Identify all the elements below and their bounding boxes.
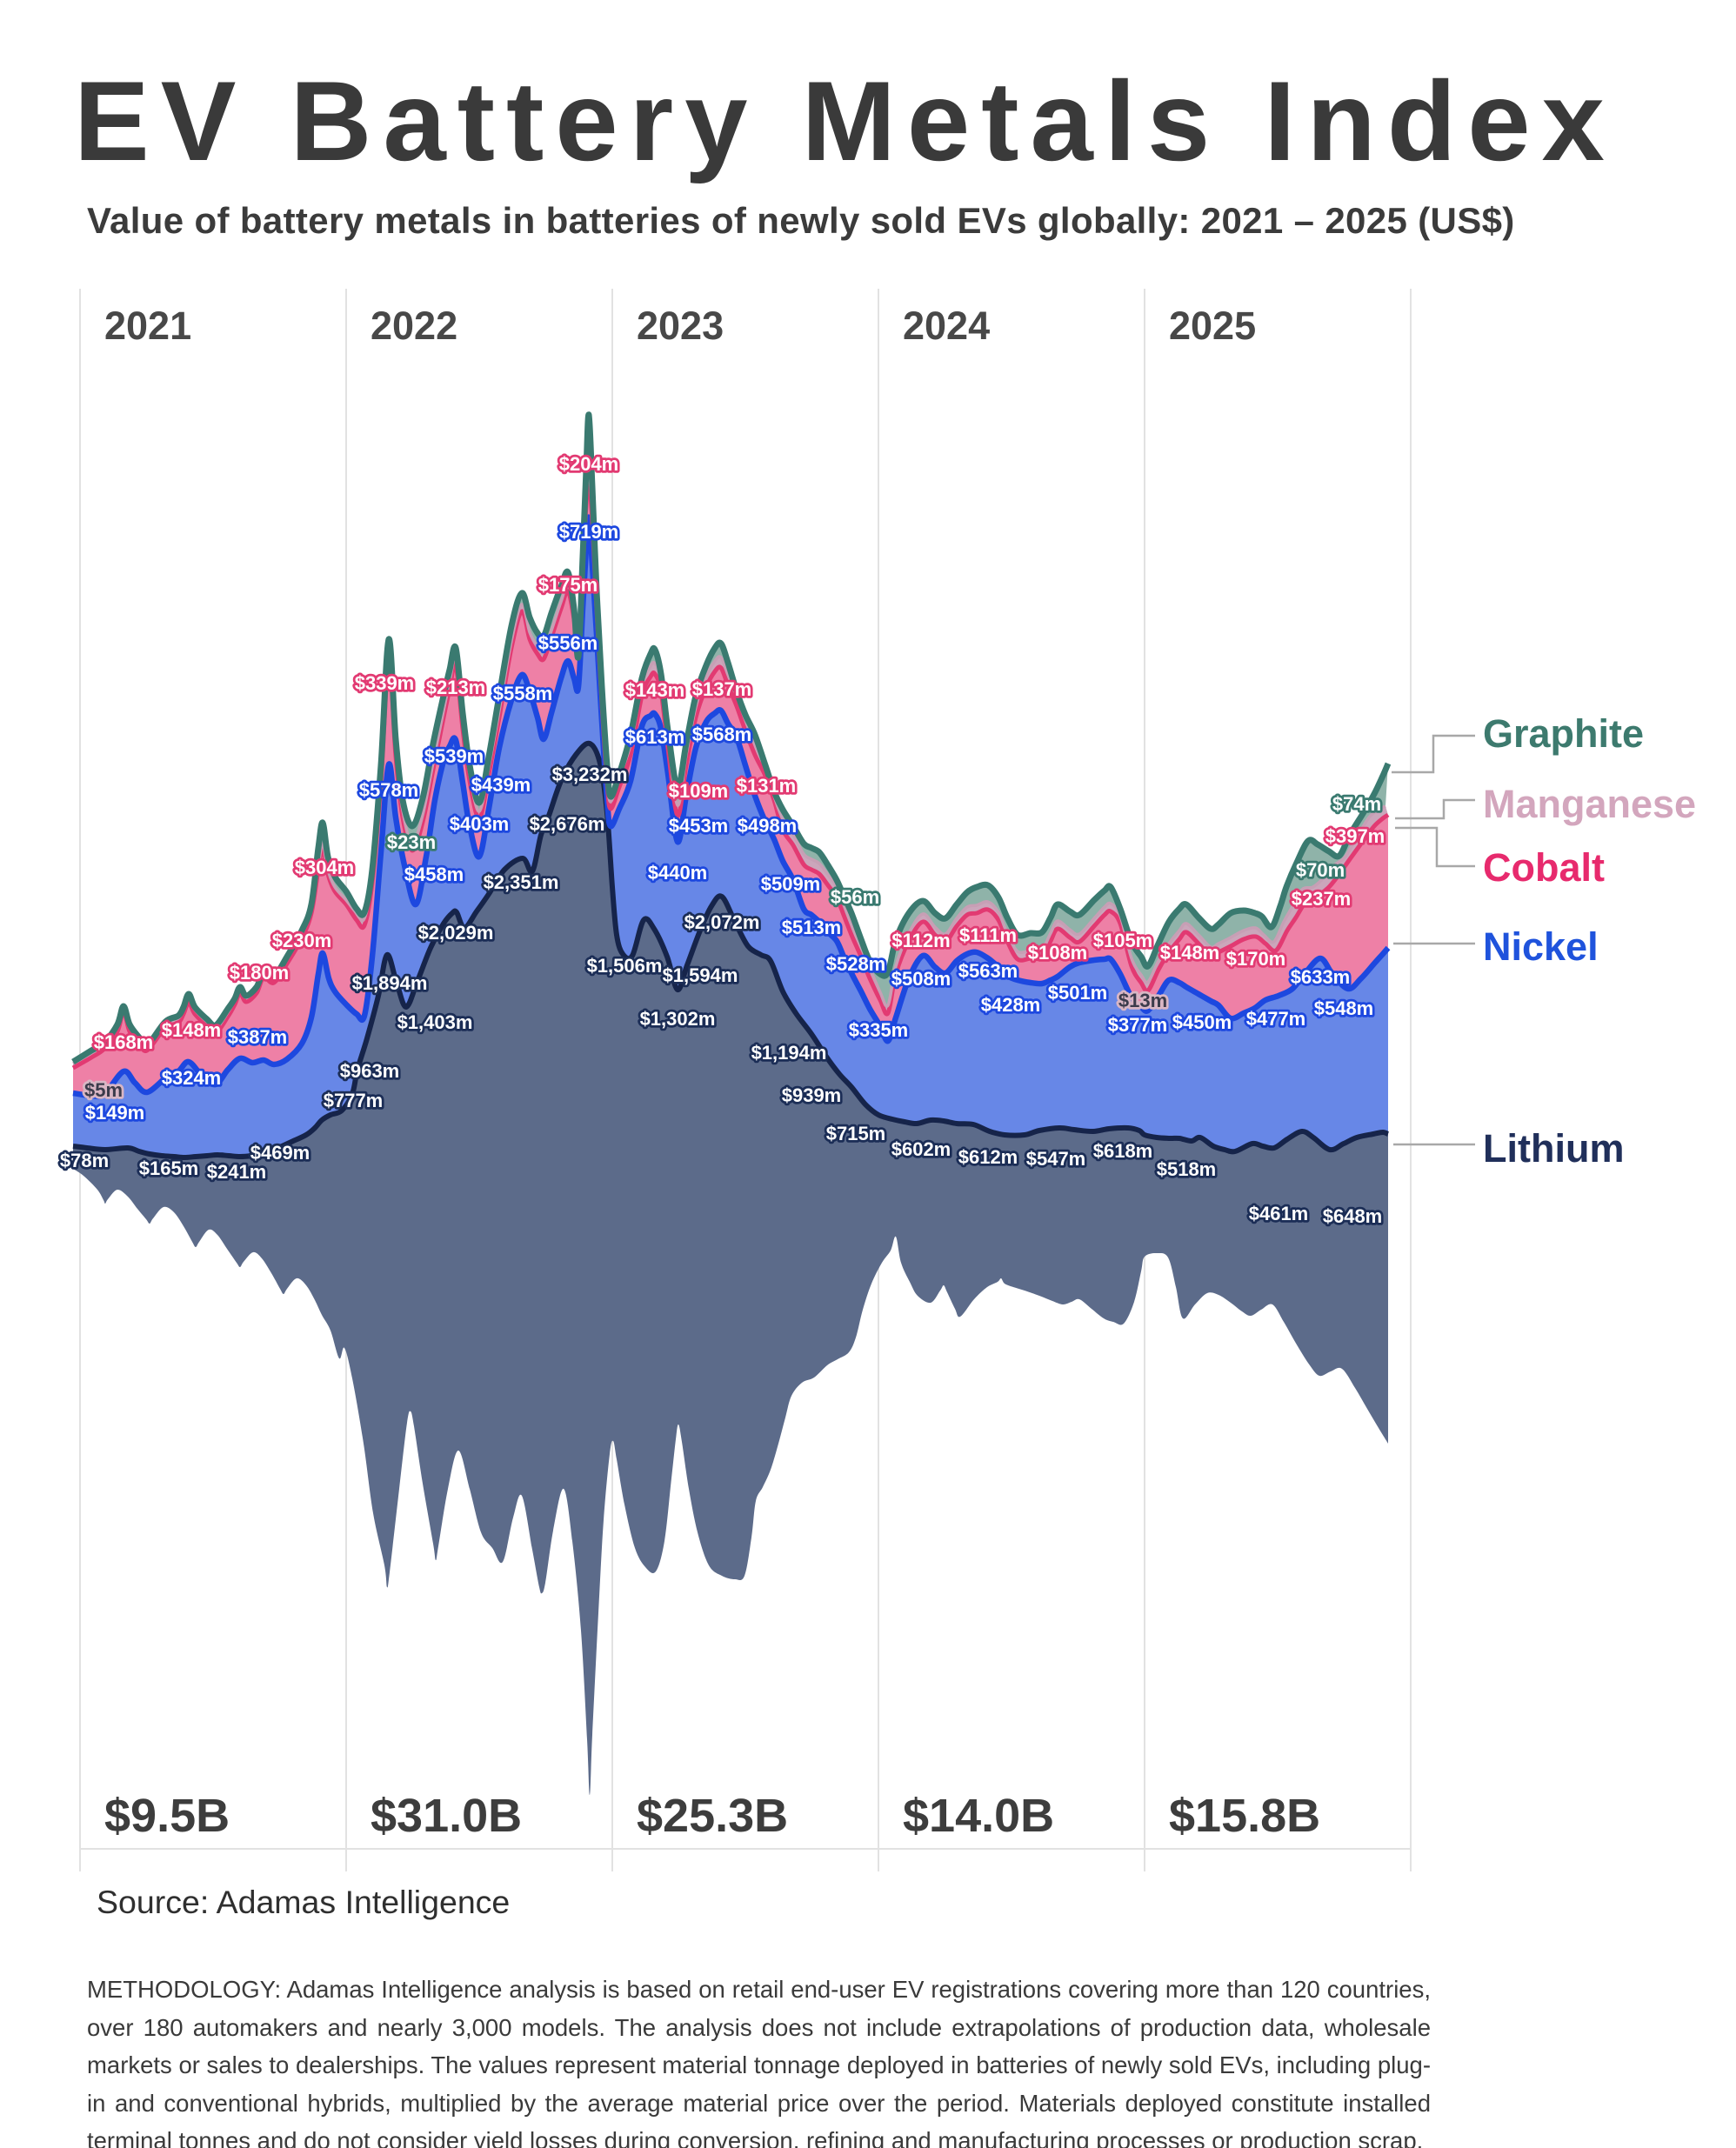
- svg-text:$170m: $170m: [1226, 948, 1286, 970]
- svg-text:$428m: $428m: [981, 994, 1041, 1016]
- svg-text:$304m: $304m: [295, 857, 355, 878]
- svg-text:$175m: $175m: [538, 574, 598, 596]
- svg-text:$558m: $558m: [493, 683, 553, 704]
- svg-text:$498m: $498m: [738, 815, 798, 837]
- svg-text:$602m: $602m: [891, 1138, 951, 1160]
- svg-text:$168m: $168m: [94, 1031, 154, 1053]
- svg-text:$2,029m: $2,029m: [418, 922, 494, 944]
- svg-text:$2,072m: $2,072m: [684, 911, 760, 933]
- svg-text:$509m: $509m: [761, 873, 821, 895]
- svg-text:$105m: $105m: [1093, 930, 1153, 951]
- svg-text:$149m: $149m: [85, 1102, 145, 1124]
- svg-text:Graphite: Graphite: [1483, 711, 1644, 756]
- svg-text:$78m: $78m: [60, 1150, 109, 1171]
- svg-text:$469m: $469m: [250, 1142, 310, 1164]
- svg-text:$230m: $230m: [272, 930, 332, 951]
- svg-text:$719m: $719m: [559, 521, 619, 543]
- svg-text:$397m: $397m: [1325, 825, 1385, 847]
- svg-text:$148m: $148m: [1160, 942, 1220, 964]
- svg-text:$513m: $513m: [782, 917, 842, 938]
- svg-text:$939m: $939m: [782, 1084, 842, 1106]
- svg-text:$387m: $387m: [228, 1026, 288, 1048]
- svg-text:$501m: $501m: [1048, 982, 1108, 1004]
- svg-text:$648m: $648m: [1323, 1205, 1383, 1227]
- svg-text:$143m: $143m: [625, 679, 685, 701]
- svg-text:$23m: $23m: [387, 831, 436, 853]
- svg-text:$111m: $111m: [959, 924, 1017, 946]
- svg-text:$109m: $109m: [669, 780, 729, 802]
- svg-text:2025: 2025: [1169, 304, 1256, 348]
- svg-text:$563m: $563m: [958, 960, 1018, 982]
- svg-text:$241m: $241m: [207, 1161, 267, 1183]
- svg-text:$1,403m: $1,403m: [397, 1011, 473, 1033]
- svg-text:$213m: $213m: [426, 677, 486, 698]
- svg-text:$137m: $137m: [692, 678, 752, 700]
- svg-text:$963m: $963m: [340, 1060, 400, 1082]
- svg-text:$2,351m: $2,351m: [484, 871, 559, 893]
- svg-text:$450m: $450m: [1172, 1011, 1232, 1033]
- svg-text:$31.0B: $31.0B: [371, 1790, 522, 1842]
- svg-text:Lithium: Lithium: [1483, 1126, 1624, 1171]
- svg-text:$518m: $518m: [1157, 1158, 1217, 1180]
- svg-text:$131m: $131m: [737, 775, 797, 797]
- svg-text:$165m: $165m: [139, 1157, 199, 1179]
- svg-text:$15.8B: $15.8B: [1169, 1790, 1320, 1842]
- svg-text:$70m: $70m: [1296, 859, 1345, 881]
- svg-text:$9.5B: $9.5B: [104, 1790, 230, 1842]
- svg-text:$568m: $568m: [692, 724, 752, 745]
- svg-text:$324m: $324m: [162, 1067, 222, 1089]
- svg-text:$528m: $528m: [826, 953, 886, 975]
- svg-text:$204m: $204m: [559, 453, 619, 475]
- svg-text:$13m: $13m: [1118, 990, 1167, 1011]
- svg-text:$148m: $148m: [162, 1019, 222, 1041]
- svg-text:$74m: $74m: [1332, 793, 1381, 815]
- svg-text:$715m: $715m: [826, 1123, 886, 1144]
- svg-text:$547m: $547m: [1026, 1148, 1086, 1170]
- svg-text:$3,232m: $3,232m: [552, 764, 628, 785]
- svg-text:$508m: $508m: [891, 968, 951, 990]
- svg-text:$56m: $56m: [831, 886, 879, 908]
- svg-text:$2,676m: $2,676m: [530, 813, 605, 835]
- svg-text:$777m: $777m: [324, 1090, 384, 1111]
- svg-text:$477m: $477m: [1246, 1008, 1306, 1030]
- svg-text:2021: 2021: [104, 304, 191, 348]
- svg-text:$1,506m: $1,506m: [587, 955, 663, 977]
- svg-text:$633m: $633m: [1291, 966, 1351, 988]
- svg-text:$458m: $458m: [404, 864, 464, 885]
- svg-text:$14.0B: $14.0B: [903, 1790, 1054, 1842]
- svg-text:$439m: $439m: [471, 774, 531, 796]
- svg-text:$1,194m: $1,194m: [751, 1042, 827, 1064]
- svg-text:$180m: $180m: [230, 962, 290, 984]
- svg-text:Cobalt: Cobalt: [1483, 845, 1605, 890]
- svg-text:$548m: $548m: [1314, 997, 1374, 1019]
- svg-text:Nickel: Nickel: [1483, 924, 1599, 969]
- svg-text:2022: 2022: [371, 304, 457, 348]
- svg-text:$461m: $461m: [1249, 1203, 1309, 1224]
- svg-text:$108m: $108m: [1028, 942, 1088, 964]
- svg-text:$1,302m: $1,302m: [640, 1008, 716, 1030]
- svg-text:2024: 2024: [903, 304, 990, 348]
- svg-text:$112m: $112m: [891, 930, 950, 951]
- svg-text:$335m: $335m: [849, 1019, 909, 1041]
- svg-text:$618m: $618m: [1093, 1140, 1153, 1162]
- svg-text:$578m: $578m: [359, 779, 419, 801]
- svg-text:$25.3B: $25.3B: [637, 1790, 788, 1842]
- svg-text:$556m: $556m: [538, 632, 598, 654]
- svg-text:$403m: $403m: [450, 813, 510, 835]
- svg-text:$440m: $440m: [648, 862, 708, 884]
- svg-text:Manganese: Manganese: [1483, 782, 1696, 826]
- svg-text:$539m: $539m: [424, 745, 484, 767]
- svg-text:$613m: $613m: [625, 726, 685, 748]
- svg-text:$1,594m: $1,594m: [663, 964, 738, 986]
- svg-text:$5m: $5m: [84, 1079, 123, 1101]
- svg-text:$237m: $237m: [1292, 888, 1352, 910]
- svg-text:$339m: $339m: [355, 672, 415, 694]
- svg-text:$377m: $377m: [1108, 1014, 1168, 1036]
- svg-text:2023: 2023: [637, 304, 724, 348]
- svg-text:$453m: $453m: [669, 815, 729, 837]
- svg-text:$612m: $612m: [958, 1146, 1018, 1168]
- svg-text:$1,894m: $1,894m: [352, 972, 428, 994]
